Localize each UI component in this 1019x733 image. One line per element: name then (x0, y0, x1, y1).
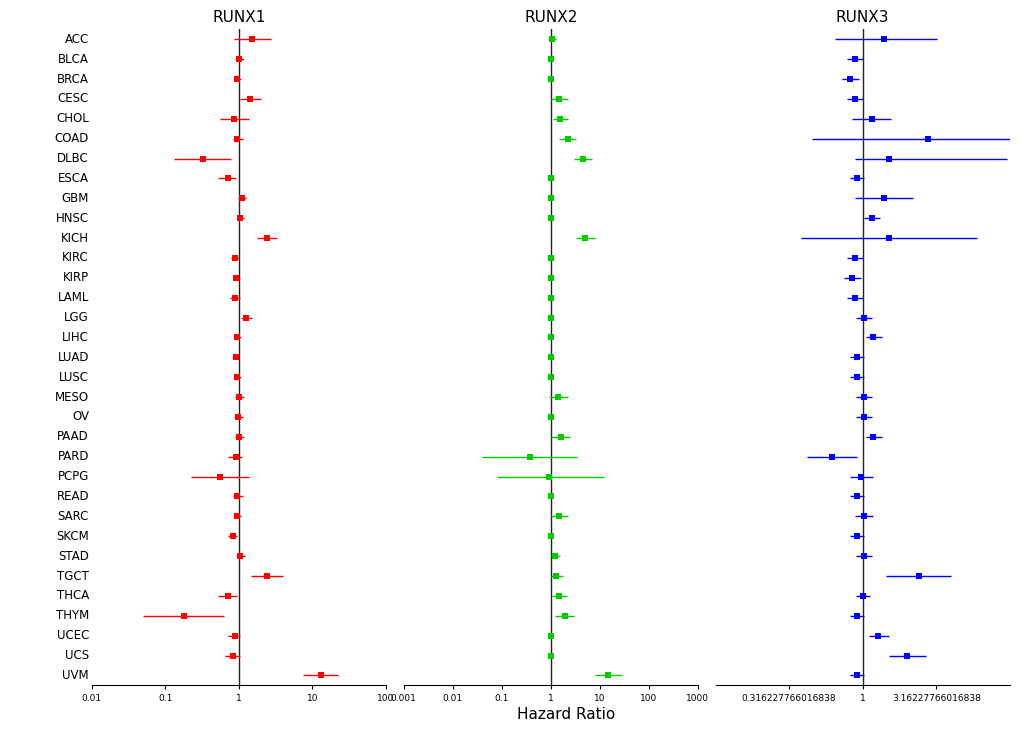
Title: RUNX1: RUNX1 (212, 10, 265, 26)
Title: RUNX2: RUNX2 (524, 10, 577, 26)
Title: RUNX3: RUNX3 (836, 10, 889, 26)
Text: Hazard Ratio: Hazard Ratio (517, 707, 614, 722)
